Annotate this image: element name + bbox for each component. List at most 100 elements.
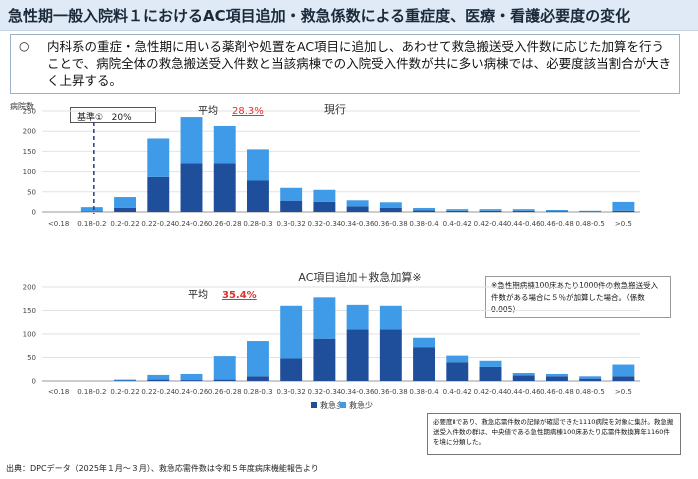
bar-救急少 bbox=[246, 149, 269, 181]
method-note: 必要度Ⅱであり、救急応需件数の記録が確認できた1110病院を対象に集計。救急搬送… bbox=[427, 413, 681, 455]
bar-救急多 bbox=[379, 207, 402, 212]
x-tick-label: 0.38-0.4 bbox=[409, 220, 439, 228]
bar-救急少 bbox=[147, 138, 170, 177]
x-tick-label: 0.22-0.24 bbox=[141, 220, 175, 228]
bar-救急多 bbox=[213, 163, 236, 212]
y-tick-label: 150 bbox=[23, 148, 36, 156]
x-tick-label: >0.5 bbox=[615, 388, 632, 396]
bar-救急多 bbox=[479, 366, 502, 381]
x-tick-label: 0.42-0.44 bbox=[474, 220, 508, 228]
bar-救急多 bbox=[579, 378, 602, 381]
bar-救急多 bbox=[280, 200, 303, 212]
x-tick-label: 0.44-0.46 bbox=[507, 388, 541, 396]
x-tick-label: <0.18 bbox=[48, 388, 69, 396]
x-tick-label: 0.38-0.4 bbox=[409, 388, 439, 396]
x-tick-label: 0.3-0.32 bbox=[277, 388, 306, 396]
bar-救急少 bbox=[479, 209, 502, 211]
chart-title: 現行 bbox=[324, 103, 346, 116]
bar-救急少 bbox=[379, 305, 402, 330]
bar-救急少 bbox=[379, 202, 402, 208]
x-tick-label: 0.46-0.48 bbox=[540, 388, 574, 396]
x-tick-label: 0.28-0.3 bbox=[243, 388, 272, 396]
bar-救急多 bbox=[346, 206, 369, 212]
bar-救急少 bbox=[579, 376, 602, 379]
bar-救急少 bbox=[413, 207, 436, 211]
bar-救急多 bbox=[612, 376, 635, 381]
y-tick-label: 250 bbox=[23, 108, 36, 116]
chart-title: AC項目追加＋救急加算※ bbox=[298, 270, 421, 284]
x-tick-label: 0.18-0.2 bbox=[77, 388, 106, 396]
bar-救急多 bbox=[114, 207, 137, 212]
baseline-label: 基準① bbox=[77, 113, 104, 123]
legend-swatch-light bbox=[340, 402, 346, 408]
y-tick-label: 100 bbox=[23, 168, 36, 176]
bar-救急多 bbox=[379, 329, 402, 381]
y-tick-label: 100 bbox=[23, 331, 36, 339]
y-tick-label: 150 bbox=[23, 307, 36, 315]
x-tick-label: 0.28-0.3 bbox=[243, 220, 272, 228]
bar-救急少 bbox=[246, 341, 269, 377]
title-bar: 急性期一般入院料１におけるAC項目追加・救急係数による重症度、医療・看護必要度の… bbox=[0, 0, 698, 31]
y-axis-label: 病院数 bbox=[10, 101, 34, 111]
bar-救急多 bbox=[446, 362, 469, 381]
x-tick-label: 0.26-0.28 bbox=[208, 388, 242, 396]
bar-救急少 bbox=[512, 373, 535, 376]
bar-救急多 bbox=[246, 376, 269, 381]
x-tick-label: 0.3-0.32 bbox=[277, 220, 306, 228]
bar-救急少 bbox=[114, 197, 137, 208]
bar-救急多 bbox=[346, 329, 369, 381]
bar-救急少 bbox=[114, 379, 137, 381]
x-tick-label: 0.44-0.46 bbox=[507, 220, 541, 228]
bar-救急多 bbox=[180, 380, 203, 381]
summary-text: 内科系の重症・急性期に用いる薬剤や処置をAC項目に追加し、あわせて救急搬送受入件… bbox=[47, 39, 672, 88]
summary-box: ○ 内科系の重症・急性期に用いる薬剤や処置をAC項目に追加し、あわせて救急搬送受… bbox=[10, 34, 680, 94]
bar-救急少 bbox=[446, 355, 469, 363]
y-tick-label: 50 bbox=[27, 188, 36, 196]
bar-救急少 bbox=[446, 209, 469, 211]
bar-救急少 bbox=[346, 200, 369, 207]
page-title: 急性期一般入院料１におけるAC項目追加・救急係数による重症度、医療・看護必要度の… bbox=[8, 7, 631, 25]
bar-救急少 bbox=[545, 373, 568, 377]
bar-救急少 bbox=[413, 337, 436, 348]
bar-救急多 bbox=[280, 358, 303, 381]
x-tick-label: 0.22-0.24 bbox=[141, 388, 175, 396]
bar-救急多 bbox=[313, 201, 336, 212]
x-tick-label: 0.18-0.2 bbox=[77, 220, 106, 228]
bar-救急多 bbox=[213, 379, 236, 381]
bar-救急多 bbox=[180, 163, 203, 212]
x-tick-label: <0.18 bbox=[48, 220, 69, 228]
x-tick-label: 0.46-0.48 bbox=[540, 220, 574, 228]
bar-救急少 bbox=[147, 374, 170, 380]
bar-救急多 bbox=[246, 180, 269, 212]
legend-label: 救急少 bbox=[349, 400, 373, 410]
bar-救急少 bbox=[80, 207, 103, 212]
x-tick-label: 0.24-0.26 bbox=[175, 220, 209, 228]
bar-救急多 bbox=[147, 176, 170, 212]
bar-救急少 bbox=[346, 304, 369, 330]
bar-救急多 bbox=[512, 375, 535, 381]
bar-救急多 bbox=[479, 210, 502, 212]
bar-救急少 bbox=[213, 125, 236, 164]
y-tick-label: 200 bbox=[23, 128, 36, 136]
bar-救急少 bbox=[313, 297, 336, 339]
method-note-text: 必要度Ⅱであり、救急応需件数の記録が確認できた1110病院を対象に集計。救急搬送… bbox=[433, 418, 674, 446]
average-label: 平均 bbox=[188, 289, 208, 301]
x-tick-label: 0.26-0.28 bbox=[208, 220, 242, 228]
bar-救急少 bbox=[512, 209, 535, 211]
x-tick-label: >0.5 bbox=[615, 220, 632, 228]
bar-救急少 bbox=[479, 360, 502, 367]
legend-swatch-dark bbox=[311, 402, 317, 408]
y-tick-label: 200 bbox=[23, 284, 36, 292]
bar-救急多 bbox=[446, 210, 469, 212]
bullet-mark: ○ bbox=[19, 39, 30, 53]
bar-救急多 bbox=[545, 211, 568, 212]
bar-救急多 bbox=[313, 338, 336, 381]
bar-救急少 bbox=[612, 201, 635, 211]
bar-救急少 bbox=[313, 189, 336, 202]
bar-救急少 bbox=[180, 117, 203, 164]
surcharge-note-text: ※急性期病棟100床あたり1000件の救急搬送受入件数がある場合に５％が加算した… bbox=[491, 281, 659, 314]
bar-救急少 bbox=[280, 187, 303, 201]
x-tick-label: 0.32-0.34 bbox=[308, 388, 342, 396]
x-tick-label: 0.48-0.5 bbox=[576, 388, 605, 396]
